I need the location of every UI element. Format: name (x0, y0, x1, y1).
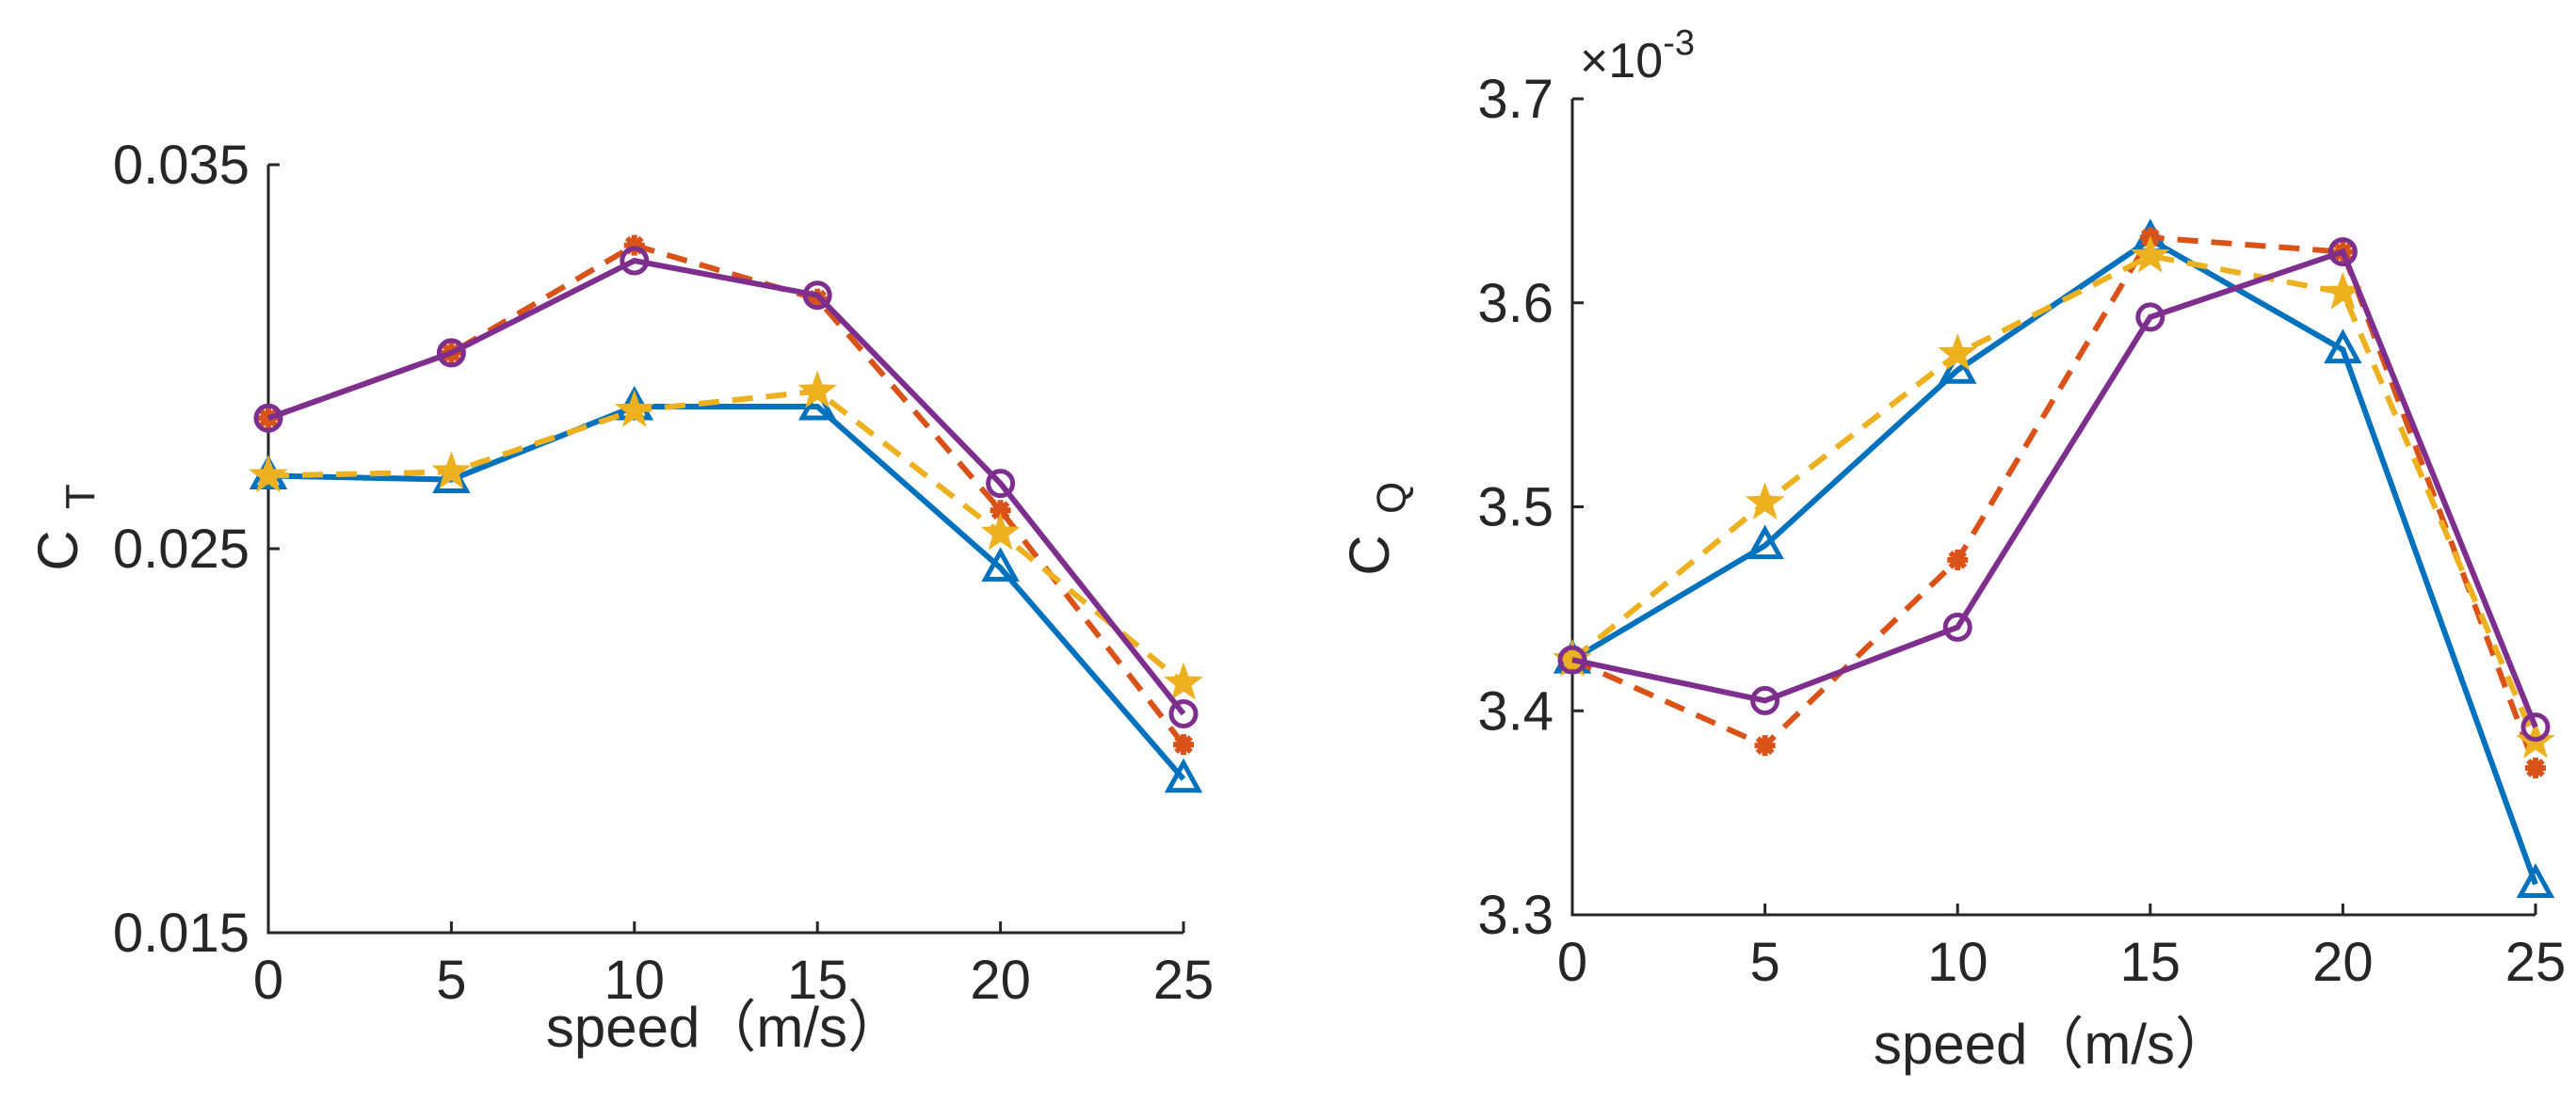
x-tick-label: 10 (1927, 932, 1988, 993)
x-axis-label: speed（m/s） (546, 996, 904, 1059)
ct-chart: speed（m/s） C T 0 5 10 15 20 25 0.015 0.025 0.035 (26, 135, 1214, 1059)
y-label-main: C (1338, 535, 1401, 575)
y-tick-label: 3.3 (1477, 885, 1554, 946)
series-line (1570, 252, 2538, 743)
series-circle (1557, 237, 2551, 743)
data-point-circle (2520, 712, 2551, 743)
data-point-star (1745, 482, 1785, 520)
data-point-circle (253, 403, 283, 433)
data-point-circle (2135, 302, 2165, 332)
data-point-star (614, 390, 654, 427)
x-tick-label: 15 (787, 950, 848, 1011)
series-line (267, 388, 1185, 686)
data-point-circle (620, 246, 650, 276)
series-line (1571, 248, 2538, 728)
y-label-sub: T (57, 484, 104, 509)
series-asterisk (258, 234, 1194, 756)
x-tick-label: 5 (1749, 932, 1779, 993)
x-tick-label: 20 (970, 950, 1031, 1011)
x-axis-label: speed（m/s） (1874, 1013, 2231, 1076)
x-tick-label: 15 (2120, 932, 2182, 993)
y-tick-label: 0.025 (113, 519, 250, 580)
series-line (266, 242, 1186, 746)
y-tick-label: 3.6 (1477, 273, 1554, 334)
y-tick-label: 3.5 (1477, 477, 1554, 538)
series-line (266, 257, 1186, 716)
data-point-circle (436, 338, 466, 368)
series-triangle (1553, 218, 2555, 898)
y-label-main: C (26, 530, 89, 570)
data-point-circle (1168, 698, 1199, 728)
data-point-triangle (1938, 349, 1977, 384)
y-label-sub: Q (1369, 482, 1415, 514)
data-point-star (249, 455, 288, 493)
data-point-circle (2327, 237, 2358, 267)
data-point-star (2323, 271, 2363, 310)
data-point-triangle (1746, 524, 1784, 560)
data-point-asterisk (1947, 549, 1969, 570)
series-triangle (249, 385, 1203, 793)
series-circle (253, 246, 1199, 728)
data-point-asterisk (990, 500, 1011, 521)
data-point-circle (1750, 685, 1780, 715)
series-star (1553, 234, 2555, 759)
x-tick-label: 0 (1557, 932, 1587, 993)
data-point-circle (802, 280, 832, 311)
y-tick-label: 0.035 (113, 135, 250, 196)
data-point-asterisk (1754, 735, 1776, 757)
data-point-star (980, 512, 1021, 551)
data-point-asterisk (2525, 757, 2546, 778)
x-tick-label: 0 (253, 950, 283, 1011)
data-point-triangle (981, 547, 1020, 582)
data-point-star (1164, 662, 1203, 700)
data-point-star (2130, 234, 2170, 273)
y-axis-label: C T (26, 484, 104, 571)
y-tick-label: 3.4 (1477, 680, 1554, 742)
cq-chart: speed（m/s） C Q ×10-3 0 5 10 15 20 25 3.3 3.4 3.5… (1338, 24, 2566, 1076)
data-point-asterisk (1173, 734, 1194, 756)
y-tick-label: 3.7 (1477, 69, 1554, 130)
data-point-star (431, 451, 472, 489)
data-point-star (1938, 332, 1978, 371)
exponent-label: ×10-3 (1580, 24, 1695, 88)
data-point-star (1553, 639, 1592, 677)
data-point-asterisk (623, 234, 645, 256)
data-point-circle (1942, 612, 1972, 642)
x-tick-label: 10 (604, 950, 666, 1011)
data-point-star (797, 370, 838, 408)
series-line (1570, 236, 2538, 886)
data-point-circle (1557, 645, 1587, 675)
data-point-triangle (2324, 328, 2362, 364)
series-star (249, 370, 1203, 700)
y-tick-label: 0.015 (113, 903, 250, 964)
x-tick-label: 20 (2312, 932, 2374, 993)
x-tick-label: 25 (2505, 932, 2567, 993)
data-point-circle (986, 469, 1016, 499)
axes (1570, 99, 2536, 917)
y-axis-label: C Q (1338, 482, 1415, 576)
series-line (267, 404, 1186, 781)
data-point-triangle (2516, 863, 2555, 898)
x-tick-label: 25 (1153, 950, 1215, 1011)
data-point-triangle (1164, 758, 1203, 793)
x-tick-label: 5 (436, 950, 466, 1011)
